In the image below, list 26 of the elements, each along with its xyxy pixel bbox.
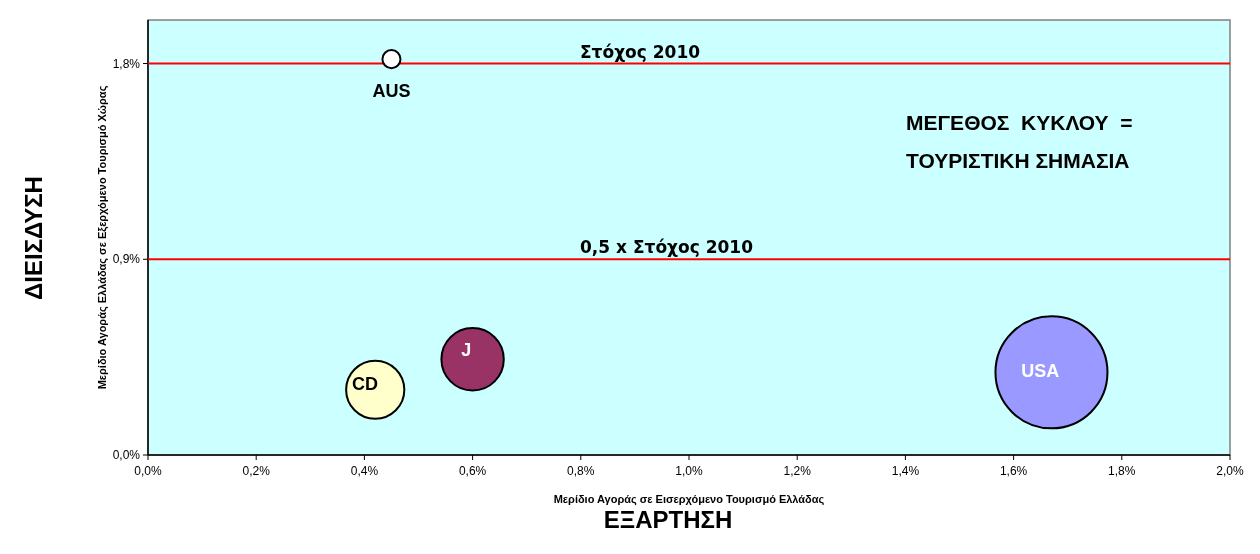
x-tick-label: 0,8% bbox=[567, 464, 595, 478]
series-label: CD bbox=[352, 374, 379, 395]
series-label: USA bbox=[1021, 361, 1060, 382]
y-axis-title: Μερίδιο Αγοράς Ελλάδας σε Εξερχόμενο Τουρισμό Χώρας bbox=[96, 85, 109, 390]
x-tick-label: 1,0% bbox=[675, 464, 703, 478]
x-tick-label: 1,6% bbox=[999, 464, 1028, 478]
series-label: J bbox=[461, 340, 472, 361]
x-tick-label: 0,6% bbox=[458, 464, 487, 478]
annotation: ΤΟΥΡΙΣΤΙΚΗ ΣΗΜΑΣΙΑ bbox=[906, 149, 1130, 172]
annotation: ΜΕΓΕΘΟΣ ΚΥΚΛΟΥ = bbox=[906, 111, 1133, 134]
ref-line-label: 0,5 x Στόχος 2010 bbox=[580, 237, 754, 258]
x-tick-label: 1,8% bbox=[1108, 464, 1136, 478]
y-tick-label: 1,8% bbox=[112, 56, 141, 71]
x-tick-label: 1,4% bbox=[891, 464, 920, 478]
x-tick-label: 1,2% bbox=[783, 464, 812, 478]
text: ΔΙΕΙΣΔΥΣΗ bbox=[20, 176, 47, 300]
text: ΕΞΑΡΤΗΣΗ bbox=[603, 506, 733, 533]
y-tick-label: 0,9% bbox=[112, 252, 141, 267]
ref-line-label: Στόχος 2010 bbox=[580, 41, 701, 62]
x-tick-label: 0,4% bbox=[350, 464, 379, 478]
y-tick-label: 0,0% bbox=[112, 448, 141, 462]
x-tick-label: 2,0% bbox=[1216, 464, 1244, 478]
x-tick-label: 0,0% bbox=[134, 464, 162, 478]
series-label: AUS bbox=[372, 80, 411, 101]
x-axis-title: Μερίδιο Αγοράς σε Εισερχόμενο Τουρισμό Ελλάδας bbox=[553, 493, 825, 506]
x-tick-label: 0,2% bbox=[242, 464, 271, 478]
